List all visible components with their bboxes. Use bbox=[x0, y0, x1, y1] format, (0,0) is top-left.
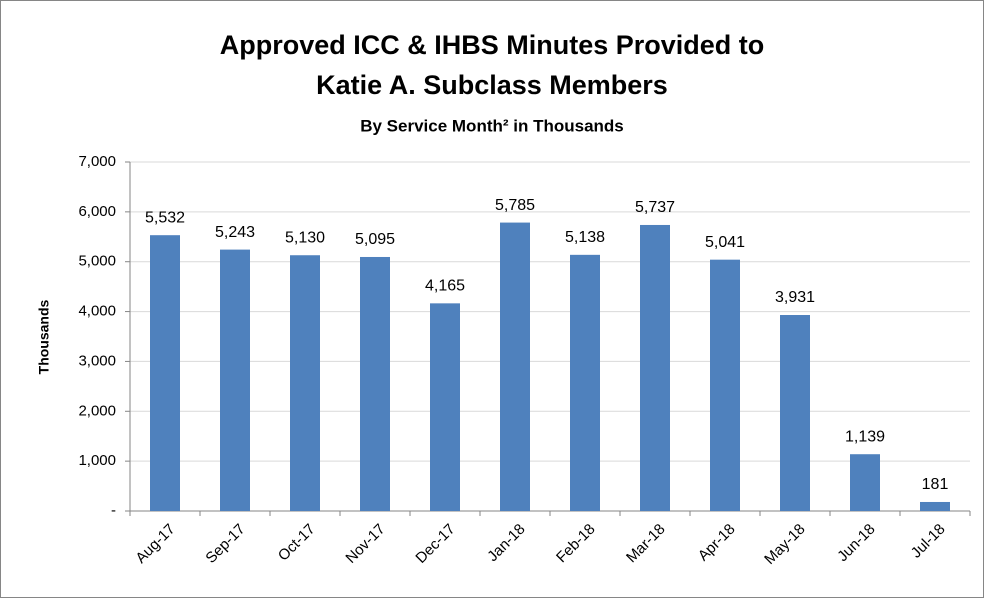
y-tick-label: 5,000 bbox=[78, 253, 116, 270]
y-tick-label: 7,000 bbox=[78, 153, 116, 170]
value-label: 5,138 bbox=[565, 229, 605, 246]
value-label: 5,095 bbox=[355, 231, 395, 248]
bar bbox=[920, 501, 950, 511]
value-label: 5,532 bbox=[145, 209, 185, 226]
value-label: 5,130 bbox=[285, 229, 325, 246]
y-tick-label: 2,000 bbox=[78, 402, 116, 419]
y-tick-label: 3,000 bbox=[78, 352, 116, 369]
value-label: 1,139 bbox=[845, 428, 885, 445]
bar bbox=[850, 454, 880, 511]
chart-title: Katie A. Subclass Members bbox=[316, 70, 668, 100]
value-label: 4,165 bbox=[425, 278, 465, 295]
chart-title: Approved ICC & IHBS Minutes Provided to bbox=[220, 30, 765, 60]
bar bbox=[360, 256, 390, 511]
y-tick-label: 1,000 bbox=[78, 452, 116, 469]
bar bbox=[640, 224, 670, 511]
value-label: 5,041 bbox=[705, 234, 745, 251]
bar bbox=[500, 222, 530, 512]
value-label: 3,931 bbox=[775, 289, 815, 306]
bar bbox=[220, 249, 250, 511]
chart-subtitle: By Service Month² in Thousands bbox=[360, 116, 624, 135]
y-tick-label: 6,000 bbox=[78, 203, 116, 220]
bar bbox=[290, 255, 320, 511]
value-label: 5,737 bbox=[635, 199, 675, 216]
y-tick-label: - bbox=[111, 502, 116, 519]
bar bbox=[150, 235, 180, 511]
y-axis-title: Thousands bbox=[36, 299, 52, 374]
bar bbox=[710, 259, 740, 511]
value-label: 5,785 bbox=[495, 197, 535, 214]
value-label: 181 bbox=[922, 476, 949, 493]
bar bbox=[570, 254, 600, 512]
value-label: 5,243 bbox=[215, 224, 255, 241]
bar bbox=[780, 315, 810, 511]
y-tick-label: 4,000 bbox=[78, 303, 116, 320]
bar bbox=[430, 303, 460, 511]
